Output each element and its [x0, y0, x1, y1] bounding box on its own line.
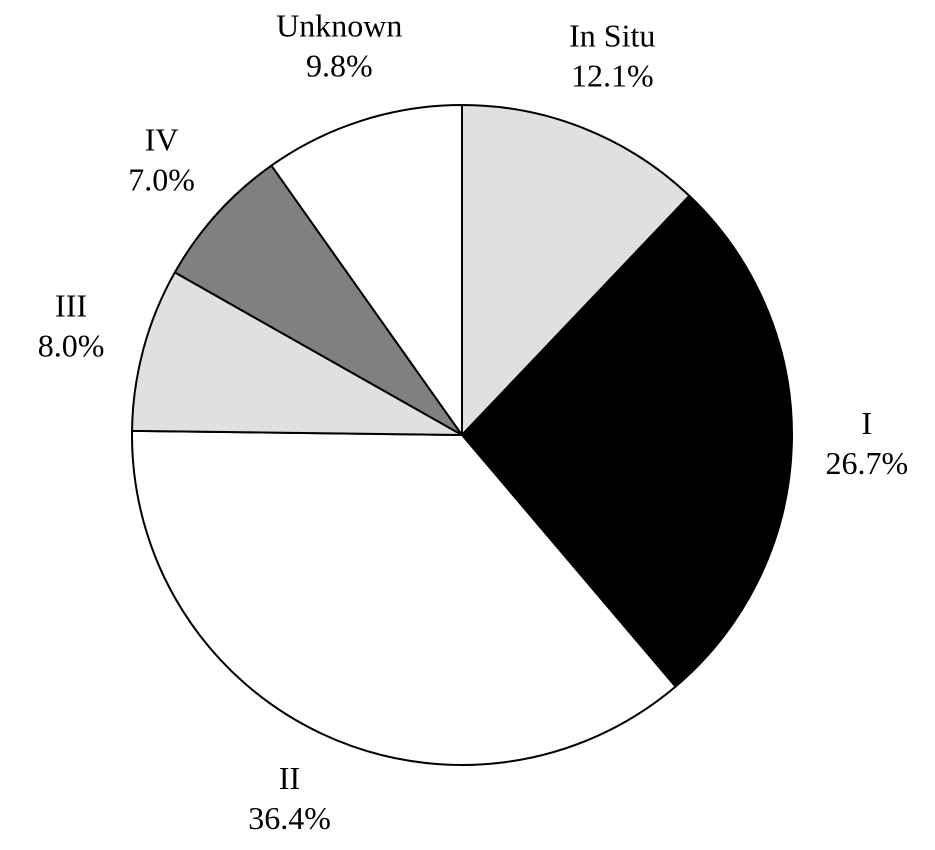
- pie-slice: [461, 194, 793, 688]
- pie-slice: [270, 104, 463, 436]
- slice-label: I: [862, 405, 873, 441]
- slice-value-label: 8.0%: [38, 328, 105, 364]
- slice-label: In Situ: [569, 17, 655, 53]
- slice-value-label: 36.4%: [248, 800, 331, 836]
- pie-slice: [173, 164, 463, 436]
- slice-label: II: [279, 760, 300, 796]
- pie-slice: [131, 271, 463, 436]
- pie-slice: [461, 104, 691, 436]
- slice-label: IV: [145, 122, 179, 158]
- slice-value-label: 7.0%: [128, 162, 195, 198]
- slice-label: III: [55, 288, 87, 324]
- slice-value-label: 26.7%: [826, 445, 909, 481]
- pie-slice: [131, 429, 677, 766]
- slice-value-label: 12.1%: [571, 57, 654, 93]
- slice-label: Unknown: [276, 7, 402, 43]
- slice-value-label: 9.8%: [306, 47, 373, 83]
